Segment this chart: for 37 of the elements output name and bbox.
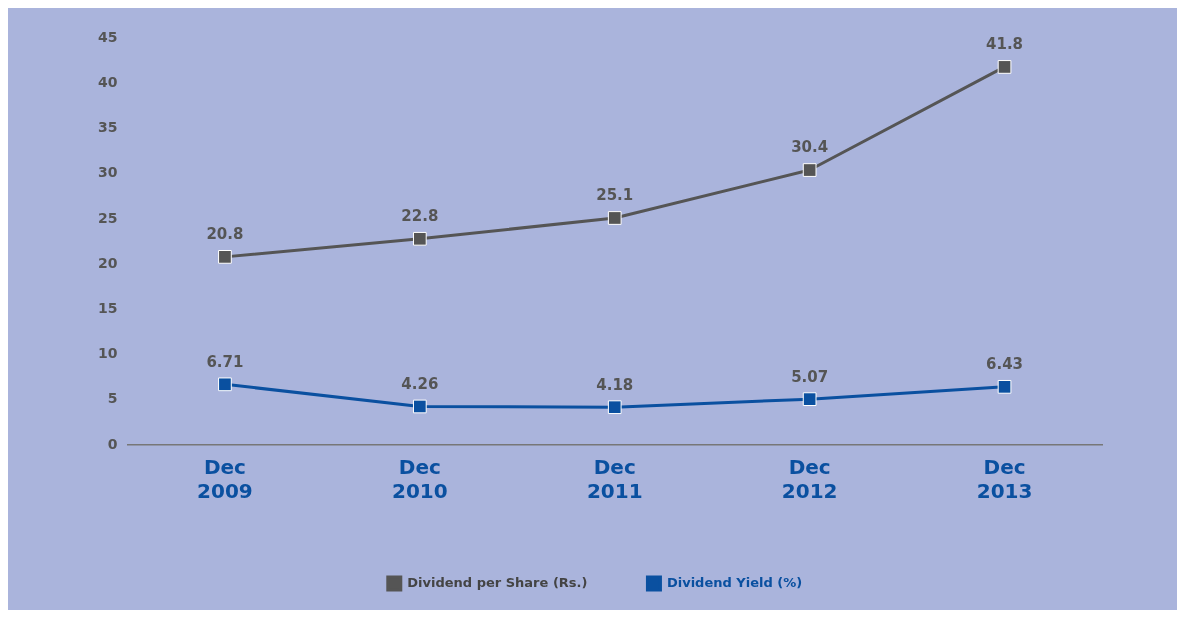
point — [607, 400, 622, 415]
x-tick-label: Dec 2009 — [197, 455, 253, 504]
y-tick-label: 35 — [98, 119, 118, 136]
point — [218, 377, 232, 392]
data-label: 6.71 — [206, 352, 244, 371]
y-tick-label: 0 — [107, 435, 118, 452]
y-tick-label: 15 — [98, 299, 118, 316]
data-label: 4.26 — [401, 374, 439, 393]
x-tick-label: Dec 2012 — [781, 455, 838, 504]
data-label: 6.43 — [986, 355, 1024, 374]
data-label: 30.4 — [791, 138, 829, 157]
y-tick-label: 25 — [98, 209, 118, 226]
legend-label: Dividend Yield (%) — [666, 574, 803, 590]
data-label: 22.8 — [401, 207, 439, 226]
y-tick-label: 45 — [98, 28, 118, 45]
point — [412, 399, 427, 414]
data-label: 25.1 — [596, 186, 634, 205]
y-tick-label: 30 — [98, 164, 118, 181]
data-label: 4.18 — [596, 375, 634, 394]
y-tick-label: 10 — [98, 345, 118, 362]
data-label: 41.8 — [986, 35, 1024, 54]
x-tick-label: Dec 2010 — [392, 455, 448, 504]
legend-label: Dividend per Share (Rs.) — [407, 574, 588, 590]
y-tick-label: 40 — [98, 73, 118, 90]
x-tick-label: Dec 2011 — [586, 455, 643, 504]
x-tick-label: Dec 2013 — [976, 455, 1033, 504]
point — [412, 231, 427, 246]
point — [997, 379, 1012, 394]
point — [802, 163, 817, 177]
point — [997, 60, 1012, 74]
point — [802, 392, 817, 407]
data-label: 5.07 — [791, 367, 829, 386]
data-label: 20.8 — [206, 225, 244, 244]
point — [607, 211, 622, 225]
point — [218, 250, 232, 264]
y-tick-label: 20 — [98, 254, 118, 271]
y-tick-label: 5 — [107, 390, 118, 407]
